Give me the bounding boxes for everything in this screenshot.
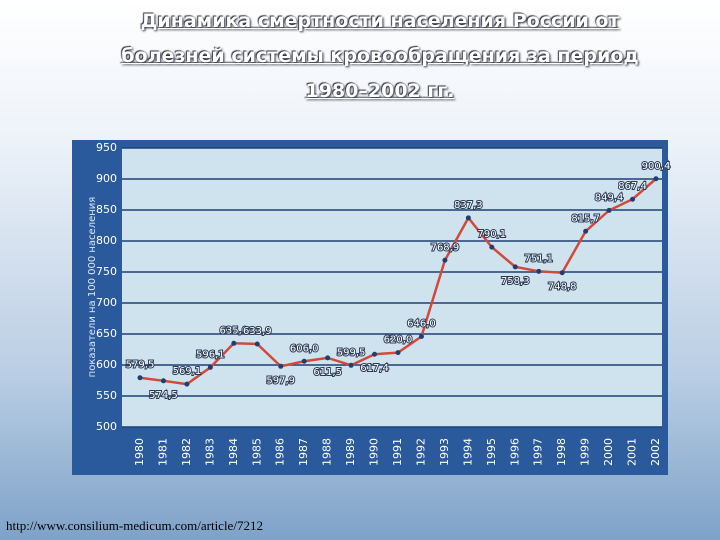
x-tick-label: 2001: [626, 438, 639, 466]
data-label: 768,9: [431, 242, 460, 253]
data-label: 617,4: [360, 363, 389, 374]
data-point: [348, 362, 354, 368]
x-tick-label: 1998: [555, 438, 568, 466]
x-tick-label: 1993: [438, 438, 451, 466]
data-point: [301, 358, 307, 364]
data-label: 574,5: [149, 390, 178, 401]
data-point: [207, 364, 213, 370]
data-label: 900,4: [642, 161, 671, 172]
y-tick-label: 800: [96, 234, 117, 247]
data-label: 748,8: [548, 282, 577, 293]
data-label: 579,5: [126, 360, 155, 371]
x-tick-label: 1988: [321, 438, 334, 466]
data-label: 790,1: [477, 229, 506, 240]
data-point: [137, 375, 143, 381]
x-tick-label: 1995: [485, 438, 498, 466]
data-label: 815,7: [571, 213, 600, 224]
x-tick-label: 1980: [133, 438, 146, 466]
data-point: [395, 350, 401, 356]
source-link: http://www.consilium-medicum.com/article…: [6, 518, 263, 533]
x-tick-label: 1996: [508, 438, 521, 466]
plot-area: [122, 148, 662, 427]
chart-title: Динамика смертности населения России от …: [121, 10, 639, 102]
x-tick-label: 1985: [250, 438, 263, 466]
data-point: [465, 215, 471, 221]
data-label: 837,3: [454, 200, 483, 211]
y-tick-label: 700: [96, 296, 117, 309]
y-tick-label: 900: [96, 172, 117, 185]
x-tick-label: 1983: [203, 438, 216, 466]
x-tick-label: 1987: [297, 438, 310, 466]
data-label: 849,4: [595, 192, 624, 203]
x-tick-label: 1991: [391, 438, 404, 466]
data-point: [254, 341, 260, 347]
data-label: 599,5: [337, 347, 366, 358]
y-tick-label: 650: [96, 327, 117, 340]
x-tick-label: 1986: [274, 438, 287, 466]
data-point: [559, 270, 565, 276]
x-tick-label: 1994: [461, 438, 474, 466]
y-tick-label: 550: [96, 389, 117, 402]
data-label: 646,0: [407, 318, 436, 329]
data-point: [536, 268, 542, 274]
data-label: 597,9: [266, 375, 295, 386]
x-tick-label: 2002: [649, 438, 662, 466]
x-tick-label: 1999: [579, 438, 592, 466]
x-tick-label: 1984: [227, 438, 240, 466]
x-tick-label: 2000: [602, 438, 615, 466]
data-point: [418, 333, 424, 339]
x-tick-label: 1989: [344, 438, 357, 466]
data-point: [278, 363, 284, 369]
data-point: [184, 381, 190, 387]
data-point: [630, 196, 636, 202]
data-point: [325, 355, 331, 361]
data-label: 569,1: [173, 366, 202, 377]
data-label: 620,0: [384, 335, 413, 346]
data-point: [489, 244, 495, 250]
x-tick-label: 1997: [532, 438, 545, 466]
data-point: [583, 228, 589, 234]
data-label: 611,5: [313, 367, 342, 378]
data-label: 751,1: [524, 253, 553, 264]
y-tick-label: 950: [96, 141, 117, 154]
data-point: [653, 176, 659, 182]
data-label: 596,1: [196, 349, 225, 360]
data-label: 635,0: [219, 325, 248, 336]
data-label: 758,3: [501, 276, 530, 287]
data-point: [606, 207, 612, 213]
data-point: [442, 257, 448, 263]
y-tick-label: 600: [96, 358, 117, 371]
data-label: 867,4: [618, 181, 647, 192]
y-axis-label: показатели на 100 000 населения: [87, 197, 98, 378]
y-tick-label: 850: [96, 203, 117, 216]
data-point: [231, 340, 237, 346]
x-tick-label: 1992: [414, 438, 427, 466]
data-label: 633,9: [243, 326, 272, 337]
data-point: [160, 378, 166, 384]
y-tick-label: 500: [96, 420, 117, 433]
x-tick-label: 1982: [180, 438, 193, 466]
y-tick-label: 750: [96, 265, 117, 278]
data-point: [512, 264, 518, 270]
x-tick-label: 1981: [156, 438, 169, 466]
data-label: 606,0: [290, 343, 319, 354]
x-tick-label: 1990: [368, 438, 381, 466]
data-point: [372, 351, 378, 357]
